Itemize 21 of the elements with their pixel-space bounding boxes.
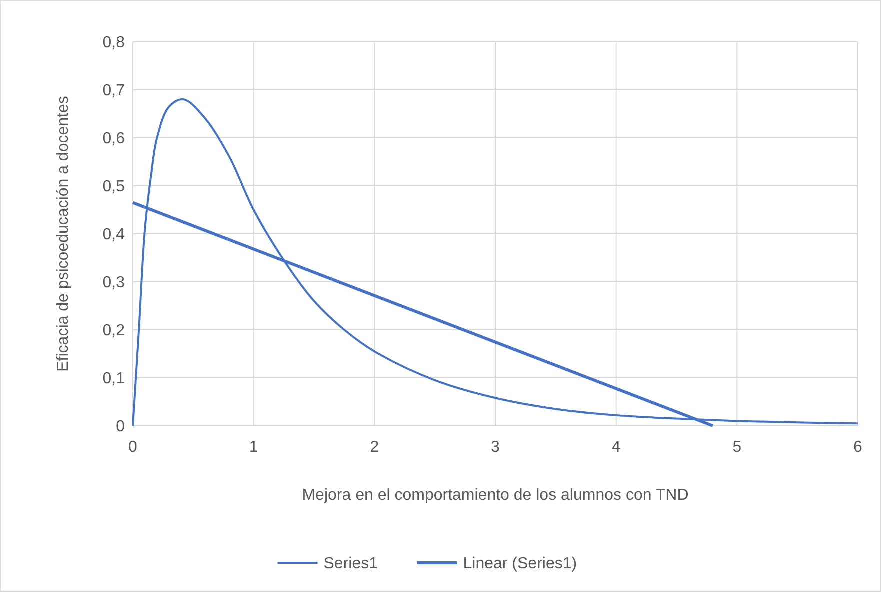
x-tick-label: 2 bbox=[370, 439, 380, 456]
legend-label: Series1 bbox=[324, 556, 378, 573]
y-tick-label: 0,3 bbox=[102, 274, 126, 292]
line-series bbox=[132, 98, 859, 427]
x-tick-label: 6 bbox=[854, 439, 863, 456]
y-tick-label: 0,1 bbox=[102, 370, 126, 388]
x-tick-label: 1 bbox=[249, 439, 258, 456]
y-tick-label: 0,5 bbox=[102, 178, 126, 196]
x-tick-label: 3 bbox=[491, 439, 500, 456]
y-tick-label: 0,7 bbox=[102, 82, 126, 100]
x-tick-label: 5 bbox=[732, 439, 742, 456]
y-axis-title: Eficacia de psicoeducación a docentes bbox=[55, 96, 72, 372]
y-tick-label: 0,8 bbox=[102, 34, 126, 52]
y-tick-label: 0 bbox=[116, 418, 126, 436]
x-axis-title: Mejora en el comportamiento de los alumnos con TND bbox=[302, 487, 689, 504]
y-tick-label: 0,2 bbox=[102, 322, 126, 340]
x-tick-label: 4 bbox=[612, 439, 621, 456]
y-tick-label: 0,6 bbox=[102, 130, 126, 148]
legend-label: Linear (Series1) bbox=[463, 556, 578, 573]
x-tick-label: 0 bbox=[128, 439, 138, 456]
y-tick-label: 0,4 bbox=[102, 226, 126, 244]
